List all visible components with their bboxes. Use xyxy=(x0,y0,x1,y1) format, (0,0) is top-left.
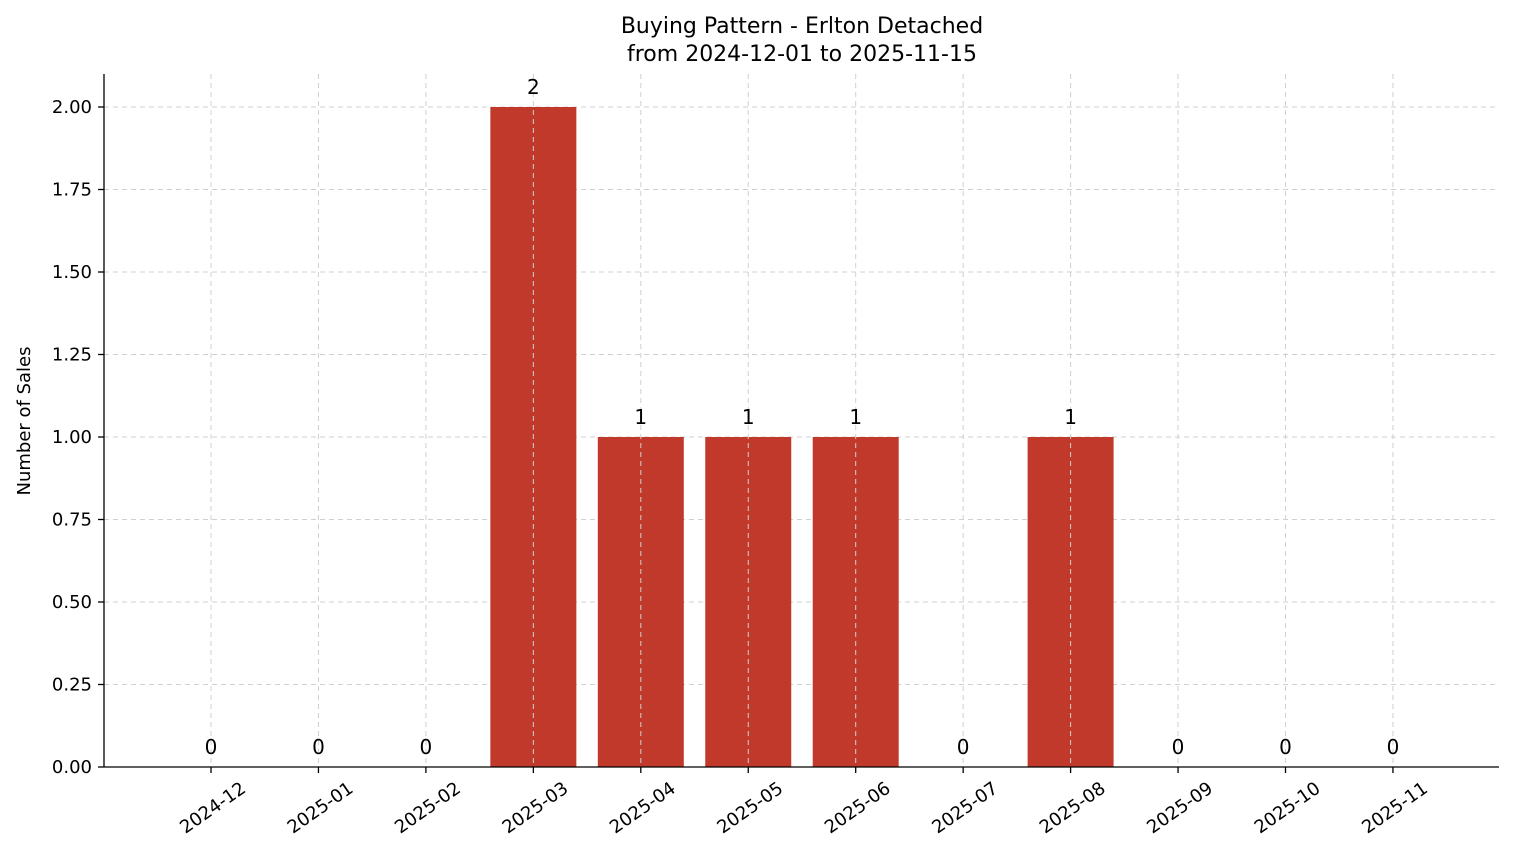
y-tick-label: 1.75 xyxy=(52,180,92,201)
y-tick-label: 0.75 xyxy=(52,510,92,531)
y-tick-label: 2.00 xyxy=(52,97,92,118)
chart-title-line1: Buying Pattern - Erlton Detached xyxy=(621,14,983,39)
data-label: 0 xyxy=(205,735,218,759)
data-label: 0 xyxy=(312,735,325,759)
y-axis-label: Number of Sales xyxy=(14,346,35,495)
x-tick-label: 2025-08 xyxy=(1036,778,1110,838)
data-label: 1 xyxy=(849,405,862,429)
data-label: 0 xyxy=(1387,735,1400,759)
data-label: 2 xyxy=(527,75,540,99)
data-labels: 0 0 0 2 1 1 1 0 1 0 0 0 xyxy=(205,75,1400,759)
data-label: 0 xyxy=(1279,735,1292,759)
grid-lines xyxy=(104,106,1499,685)
x-tick-label: 2025-02 xyxy=(391,778,465,838)
y-tick-label: 0.00 xyxy=(52,757,92,778)
x-tick-label: 2024-12 xyxy=(176,778,250,838)
data-label: 0 xyxy=(1172,735,1185,759)
data-label: 1 xyxy=(742,405,755,429)
data-label: 0 xyxy=(957,735,970,759)
data-label: 0 xyxy=(420,735,433,759)
x-tick-label: 2025-09 xyxy=(1143,778,1217,838)
x-tick-label: 2025-04 xyxy=(606,778,680,838)
x-tick-label: 2025-05 xyxy=(713,778,787,838)
data-label: 1 xyxy=(1064,405,1077,429)
x-tick-label: 2025-01 xyxy=(284,778,358,838)
y-tick-label: 1.50 xyxy=(52,262,92,283)
y-tick-label: 0.25 xyxy=(52,675,92,696)
x-tick-label: 2025-10 xyxy=(1251,778,1325,838)
y-tick-label: 1.00 xyxy=(52,427,92,448)
bars xyxy=(210,74,1394,767)
x-tick-label: 2025-06 xyxy=(821,778,895,838)
y-tick-label: 1.25 xyxy=(52,345,92,366)
x-tick-label: 2025-11 xyxy=(1358,778,1432,838)
x-tick-label: 2025-07 xyxy=(928,778,1002,838)
chart-title-line2: from 2024-12-01 to 2025-11-15 xyxy=(627,42,977,67)
y-tick-label: 0.50 xyxy=(52,592,92,613)
x-tick-label: 2025-03 xyxy=(499,778,573,838)
data-label: 1 xyxy=(634,405,647,429)
